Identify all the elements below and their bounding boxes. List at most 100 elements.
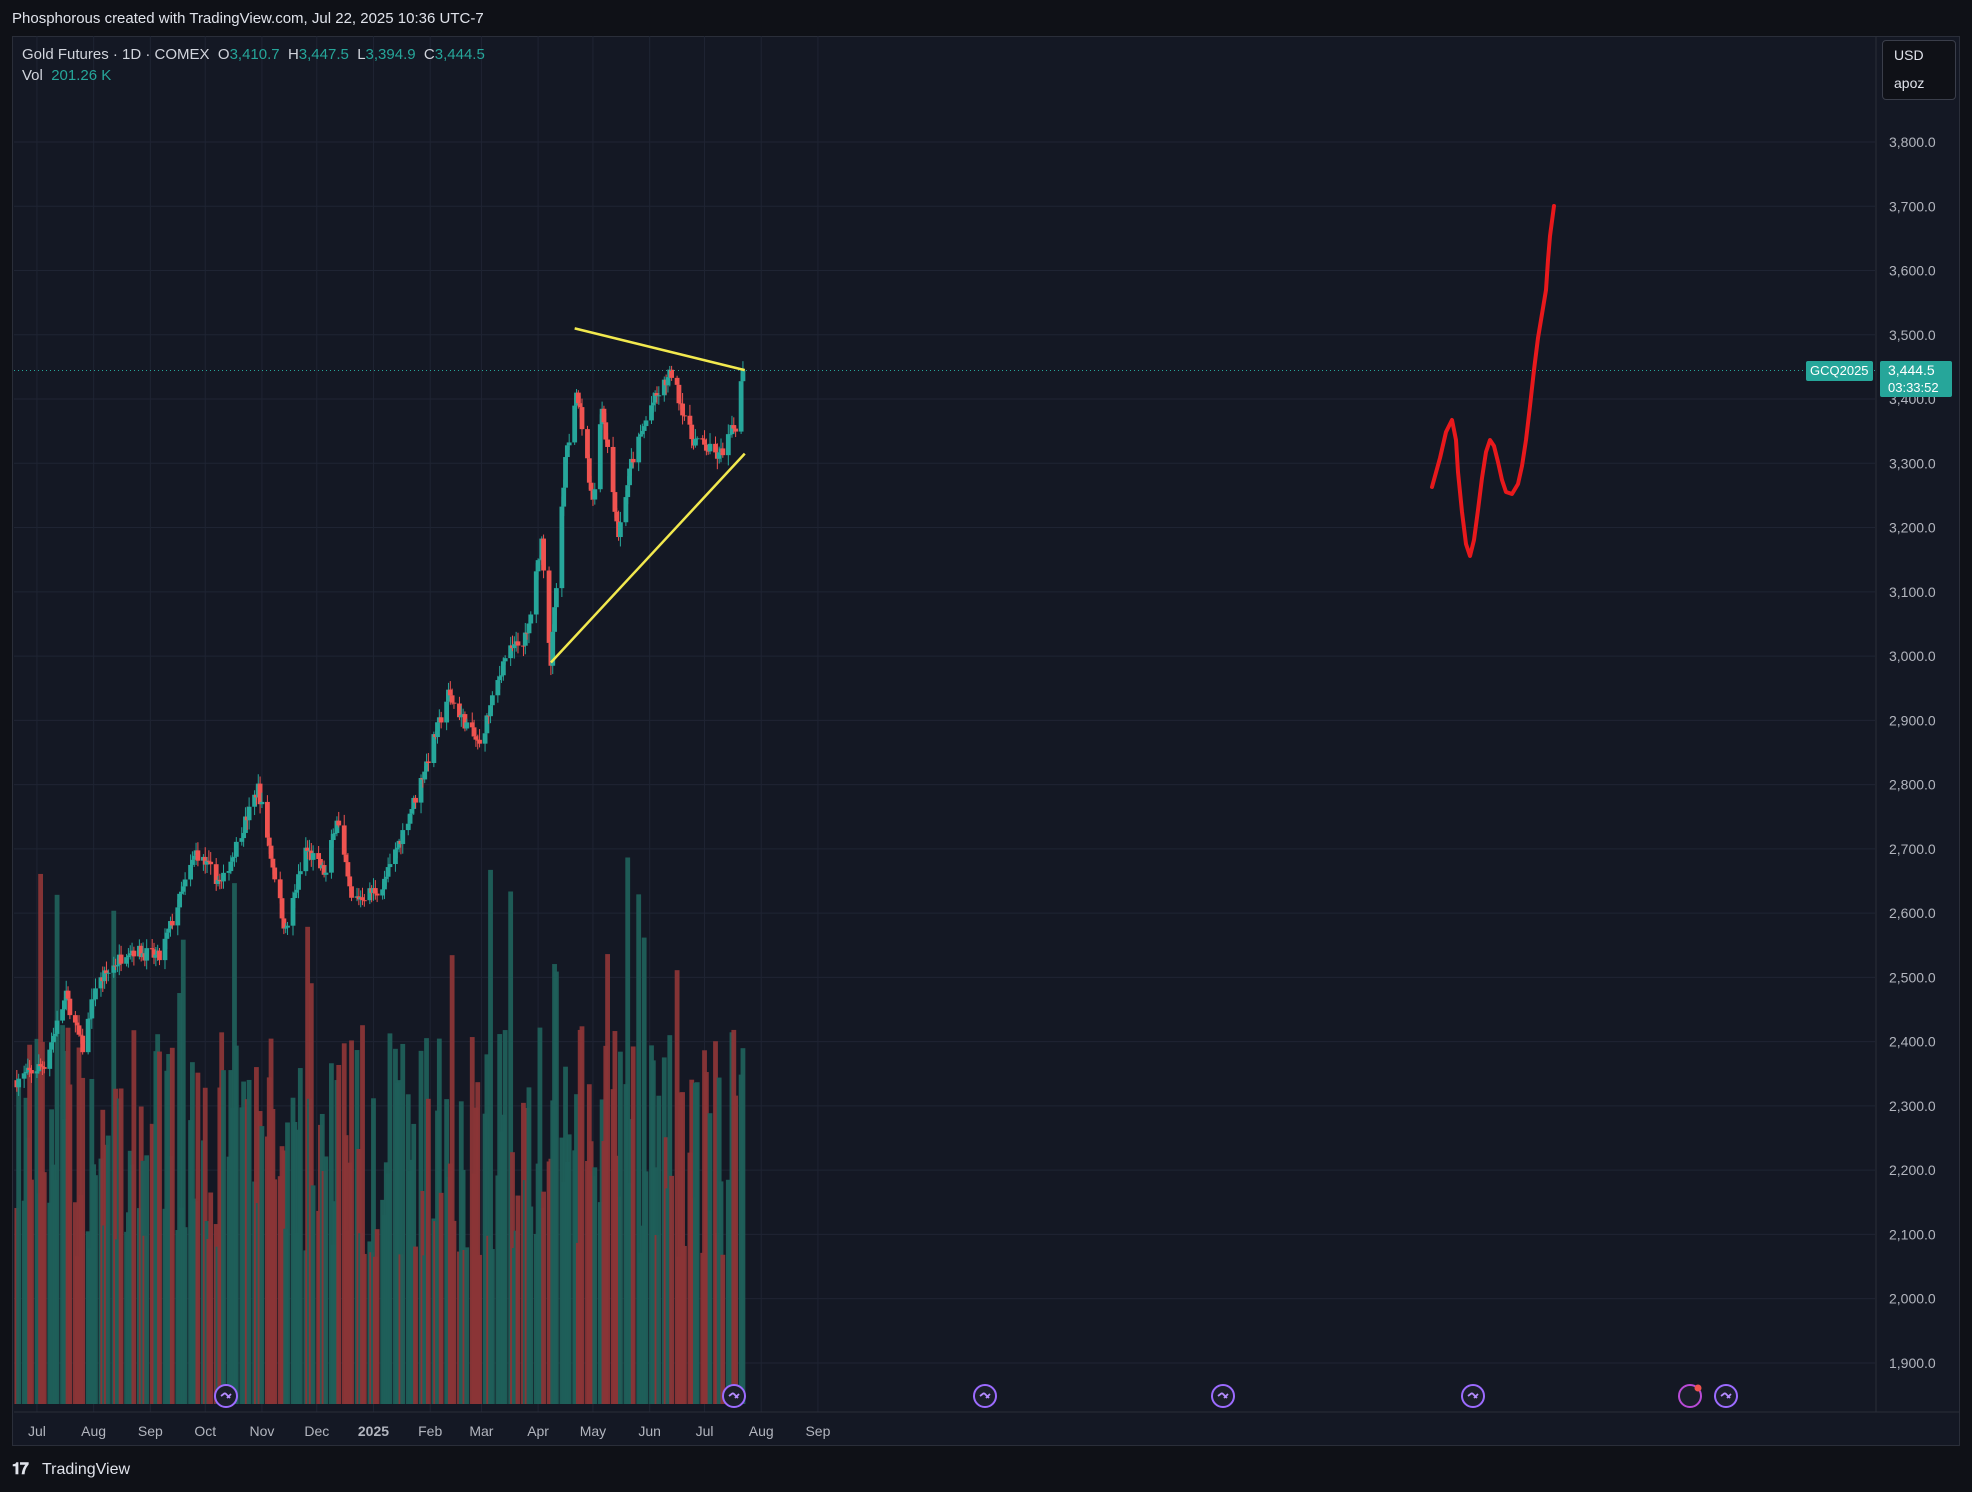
candle-body: [382, 878, 387, 890]
candle-body: [270, 858, 276, 868]
volume-bar: [643, 1171, 649, 1404]
time-tick-label: Oct: [194, 1423, 216, 1439]
candle-body: [563, 457, 568, 488]
price-tick-label: 3,300.0: [1889, 455, 1936, 471]
footer-brand[interactable]: TradingView: [42, 1461, 131, 1478]
candle-body: [47, 1049, 53, 1069]
candle-body: [669, 369, 675, 378]
scale-mode-label[interactable]: apoz: [1894, 75, 1925, 91]
candle-body: [546, 570, 552, 643]
time-tick-label: Jul: [28, 1423, 46, 1439]
candle-body: [36, 1064, 42, 1072]
candle-body: [394, 847, 400, 850]
caption-text: Phosphorous created with TradingView.com…: [12, 10, 484, 27]
economic-event-icon: [722, 1384, 746, 1408]
candle-body: [329, 840, 334, 873]
candle-body: [572, 405, 578, 443]
volume-bar: [566, 1134, 572, 1404]
candle-body: [29, 1070, 34, 1074]
candle-body: [125, 955, 131, 958]
volume-bar: [233, 1045, 239, 1404]
time-tick-label: Nov: [249, 1423, 274, 1439]
volume-bar: [80, 1077, 86, 1404]
candle-body: [702, 439, 707, 445]
volume-bar: [259, 1126, 265, 1404]
currency-label[interactable]: USD: [1894, 47, 1924, 63]
candle-body: [489, 695, 495, 706]
candle-body: [614, 511, 620, 522]
candle-body: [180, 886, 186, 892]
candle-body: [162, 938, 168, 961]
price-tick-label: 3,700.0: [1889, 198, 1936, 214]
candle-body: [60, 1009, 65, 1021]
candle-body: [104, 970, 109, 974]
candle-body: [694, 438, 700, 440]
time-tick-label: Aug: [749, 1423, 774, 1439]
candlestick-series[interactable]: [14, 361, 1875, 1096]
volume-bar: [674, 970, 680, 1404]
candle-body: [144, 948, 150, 961]
candle-body: [385, 867, 391, 877]
candle-body: [215, 879, 221, 884]
candle-body: [552, 607, 557, 632]
volume-bar: [625, 857, 631, 1404]
candle-body: [52, 1033, 58, 1036]
candle-body: [528, 614, 534, 624]
candle-body: [473, 736, 479, 740]
candle-body: [603, 422, 609, 440]
event-marker-ring: [1714, 1384, 1738, 1408]
volume-bar: [387, 1033, 393, 1404]
drawings[interactable]: [549, 204, 1556, 664]
candle-body: [566, 442, 572, 446]
candle-body: [561, 487, 567, 507]
symbol-name[interactable]: Gold Futures · 1D · COMEX: [22, 46, 210, 63]
volume-bar: [477, 1254, 482, 1404]
currency-selector[interactable]: USD apoz: [1882, 40, 1956, 100]
volume-bar: [707, 1113, 713, 1404]
candle-body: [279, 898, 285, 919]
volume-bar: [733, 1095, 739, 1404]
candle-body: [169, 921, 175, 926]
volume-bars: [14, 857, 746, 1404]
price-axis[interactable]: 1,900.0 2,000.0 2,100.0 2,200.0 2,300.0 2,400…: [1875, 36, 1936, 1412]
candle-body: [259, 801, 265, 805]
candle-body: [87, 1018, 93, 1020]
price-tick-label: 1,900.0: [1889, 1355, 1936, 1371]
tradingview-logo-icon[interactable]: 𝟏𝟕: [12, 1461, 29, 1478]
event-marker-ring: [1211, 1384, 1235, 1408]
candle-body: [731, 425, 737, 429]
candle-body: [305, 847, 311, 851]
economic-event-icon: [214, 1384, 238, 1408]
candle-body: [151, 949, 157, 958]
time-tick-label: Aug: [81, 1423, 106, 1439]
price-tick-label: 2,700.0: [1889, 841, 1936, 857]
candle-body: [318, 859, 323, 869]
candle-body: [733, 428, 739, 432]
candle-body: [407, 813, 413, 824]
volume-bar: [438, 1192, 444, 1404]
volume-bar: [329, 1063, 334, 1404]
volume-value: 201.26 K: [51, 67, 112, 84]
candle-body: [674, 377, 680, 385]
candle-body: [535, 560, 541, 572]
time-axis[interactable]: Jul Aug Sep Oct Nov Dec 2025 Feb Mar Apr May Jun Jul…: [14, 1411, 1960, 1439]
candle-body: [725, 434, 731, 456]
candle-body: [649, 405, 654, 421]
candle-body: [127, 953, 133, 956]
candle-body: [482, 733, 488, 744]
candle-body: [650, 402, 656, 406]
candle-body: [526, 623, 532, 634]
candle-body: [323, 872, 329, 875]
candle-body: [252, 794, 257, 807]
candle-body: [153, 954, 159, 958]
candle-body: [115, 965, 120, 967]
volume-bar: [221, 1070, 226, 1404]
symbol-price-tag: GCQ2025: [1806, 361, 1873, 381]
low-value: 3,394.9: [365, 46, 416, 63]
candle-body: [208, 861, 214, 865]
event-markers[interactable]: [214, 1384, 1738, 1408]
last-price-tag: 3,444.5 03:33:52: [1880, 361, 1952, 397]
candle-body: [502, 658, 508, 662]
volume-bar: [374, 1229, 380, 1404]
